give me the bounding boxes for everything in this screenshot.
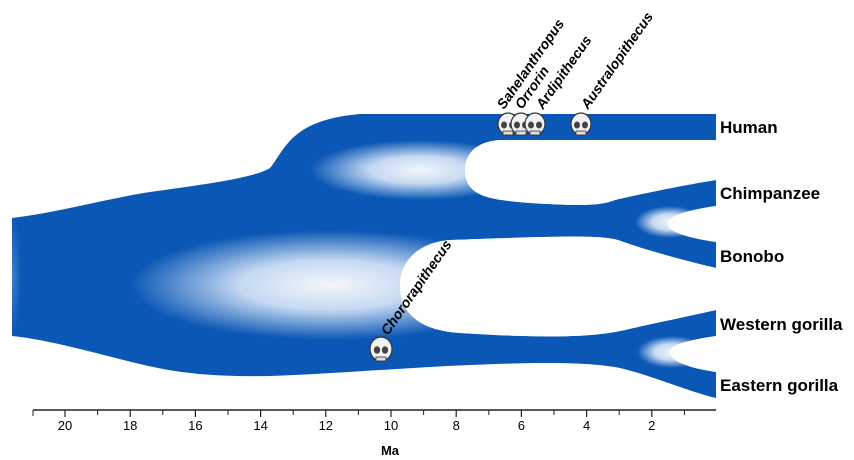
tick-label-20: 20 [58, 418, 72, 433]
tick-label-12: 12 [319, 418, 333, 433]
root-edge-glow [12, 218, 20, 336]
tick-label-14: 14 [253, 418, 267, 433]
species-label-western-gorilla: Western gorilla [720, 315, 843, 334]
time-axis: 20 18 16 14 12 10 8 6 4 2 Ma [32, 409, 716, 458]
axis-tick-labels: 20 18 16 14 12 10 8 6 4 2 [58, 418, 656, 433]
gap-human-chimp [465, 140, 716, 205]
species-label-human: Human [720, 118, 778, 137]
fossil-label-australopithecus: Australopithecus [577, 9, 656, 113]
gap-gorillas [670, 336, 716, 372]
species-labels: Human Chimpanzee Bonobo Western gorilla … [720, 118, 843, 395]
tick-label-16: 16 [188, 418, 202, 433]
tick-label-2: 2 [648, 418, 655, 433]
species-label-chimpanzee: Chimpanzee [720, 184, 820, 203]
tick-label-8: 8 [453, 418, 460, 433]
species-label-bonobo: Bonobo [720, 247, 784, 266]
skull-icon-chororapithecus [369, 336, 393, 362]
tick-label-4: 4 [583, 418, 590, 433]
gap-gorilla-split [400, 236, 716, 337]
axis-title: Ma [381, 443, 400, 458]
axis-ticks [32, 410, 685, 417]
skull-icon-australopithecus [570, 112, 592, 136]
tick-label-10: 10 [384, 418, 398, 433]
skull-icon-ardipithecus [524, 112, 546, 136]
lineage-tree [12, 114, 716, 398]
species-label-eastern-gorilla: Eastern gorilla [720, 376, 839, 395]
gap-chimp-bonobo [667, 206, 716, 242]
tick-label-6: 6 [518, 418, 525, 433]
tick-label-18: 18 [123, 418, 137, 433]
